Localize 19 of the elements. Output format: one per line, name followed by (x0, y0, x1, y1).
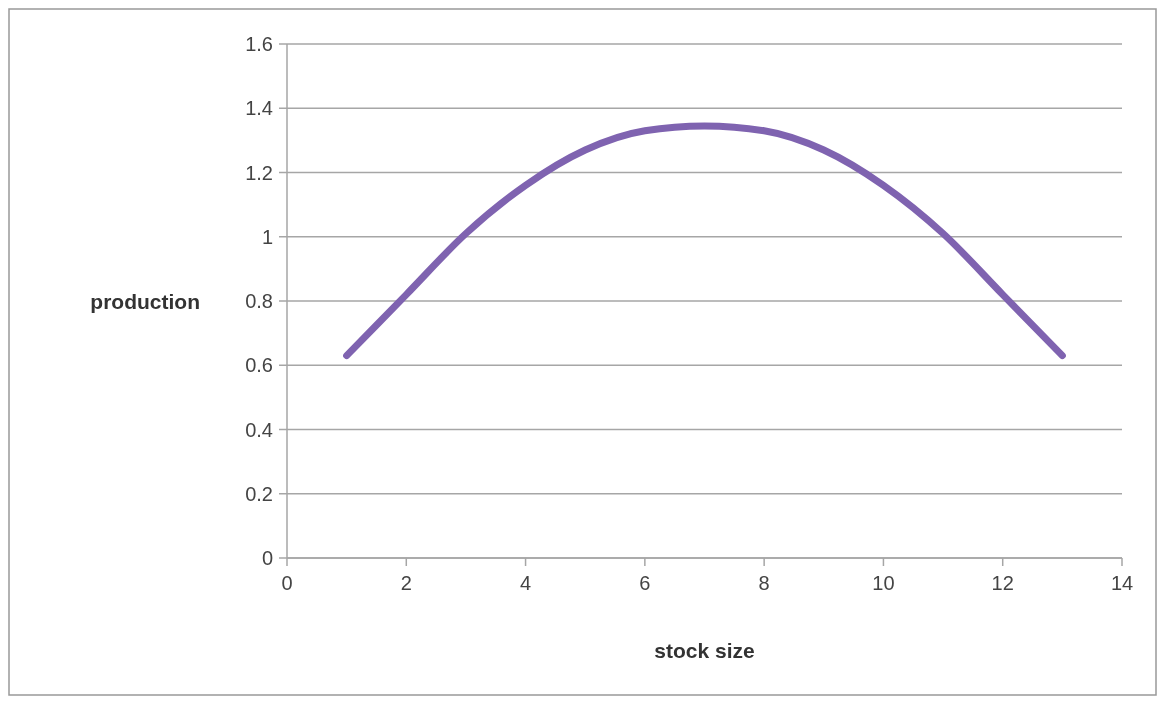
y-tick-label: 1.4 (245, 97, 273, 120)
x-tick-label: 8 (758, 572, 770, 594)
y-tick-label: 1.6 (245, 33, 273, 55)
x-tick-label: 14 (1110, 572, 1134, 594)
y-tick-label: 0.6 (245, 354, 273, 377)
x-tick-label: 0 (281, 572, 293, 594)
y-tick-label: 0.2 (245, 482, 273, 505)
y-tick-label: 0 (261, 547, 273, 569)
x-axis-title: stock size (654, 639, 755, 662)
y-tick-label: 1.2 (245, 161, 273, 184)
x-tick-label: 10 (872, 572, 895, 594)
x-tick-label: 2 (400, 572, 412, 594)
x-tick-label: 6 (639, 572, 651, 594)
y-tick-label: 1 (261, 225, 273, 248)
x-tick-label: 4 (520, 572, 532, 594)
y-tick-label: 0.4 (245, 418, 273, 441)
y-axis-title: production (90, 290, 200, 313)
y-tick-label: 0.8 (245, 290, 273, 312)
x-tick-label: 12 (991, 572, 1014, 594)
